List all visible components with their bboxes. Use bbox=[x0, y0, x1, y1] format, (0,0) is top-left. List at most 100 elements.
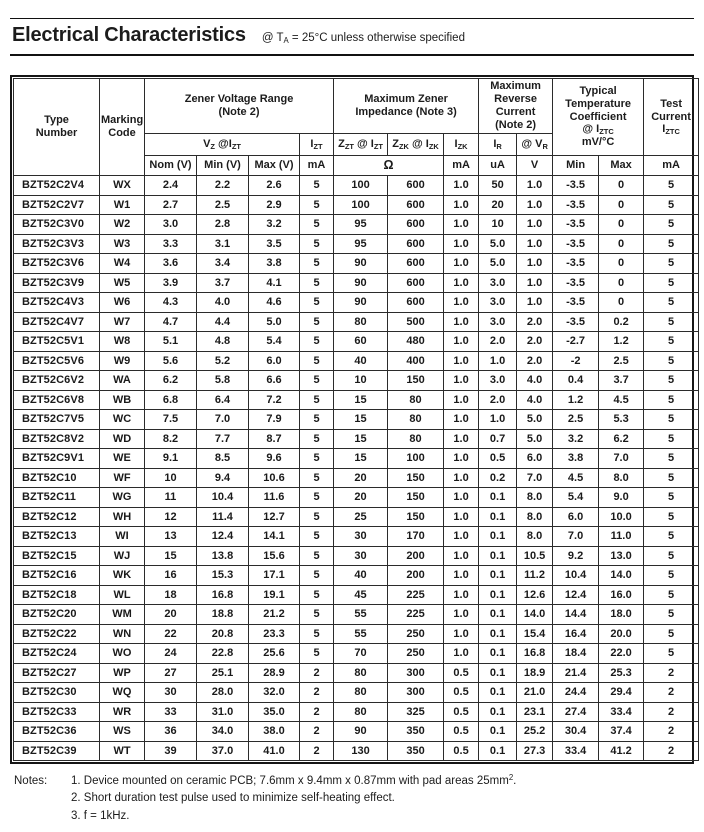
cell-value: 600 bbox=[387, 253, 445, 274]
table-row: BZT52C4V7 W7 4.7 4.4 5.0 5 80 500 1.0 3.0 2.0 -3.5 0… bbox=[13, 311, 700, 332]
cell-value: 5 bbox=[643, 370, 700, 391]
cell-value: 16.8 bbox=[516, 643, 554, 664]
cell-value: 600 bbox=[387, 233, 445, 254]
cell-value: 8.2 bbox=[144, 428, 197, 449]
cell-value: 45 bbox=[333, 584, 389, 605]
cell-value: 1.0 bbox=[478, 350, 518, 371]
col-header-zzk-at-izk: ZZK @ IZK bbox=[387, 133, 445, 156]
cell-value: WK bbox=[99, 565, 145, 586]
table-row: BZT52C20 WM 20 18.8 21.2 5 55 225 1.0 0.1 14.0 14.4… bbox=[13, 604, 700, 625]
cell-value: 1.0 bbox=[516, 194, 554, 215]
cell-value: -2.7 bbox=[552, 331, 600, 352]
cell-value: 1.0 bbox=[443, 467, 480, 488]
cell-value: 5 bbox=[643, 409, 700, 430]
cell-value: 5 bbox=[643, 565, 700, 586]
cell-value: 50 bbox=[478, 175, 518, 196]
cell-value: 11.4 bbox=[196, 506, 249, 527]
cell-value: 0 bbox=[598, 194, 645, 215]
cell-value: 0.2 bbox=[478, 467, 518, 488]
cell-value: 5 bbox=[643, 526, 700, 547]
cell-value: 13.8 bbox=[196, 545, 249, 566]
cell-value: 200 bbox=[387, 565, 445, 586]
cell-value: W8 bbox=[99, 331, 145, 352]
cell-value: 5 bbox=[298, 448, 335, 469]
cell-value: 4.5 bbox=[598, 389, 645, 410]
cell-value: 5.0 bbox=[516, 409, 554, 430]
cell-value: 600 bbox=[387, 194, 445, 215]
cell-value: 2 bbox=[643, 740, 700, 761]
cell-value: 350 bbox=[387, 740, 445, 761]
cell-value: 20 bbox=[144, 604, 197, 625]
cell-value: 14.1 bbox=[248, 526, 300, 547]
cell-value: 2.0 bbox=[516, 311, 554, 332]
cell-value: -3.5 bbox=[552, 233, 600, 254]
col-header-vz-at-izt: VZ @IZT bbox=[144, 133, 300, 156]
cell-value: WH bbox=[99, 506, 145, 527]
cell-value: 4.0 bbox=[196, 292, 249, 313]
cell-value: 130 bbox=[333, 740, 389, 761]
cell-value: 300 bbox=[387, 682, 445, 703]
cell-type-number: BZT52C3V6 bbox=[13, 253, 100, 274]
cell-value: WB bbox=[99, 389, 145, 410]
cell-value: 5.0 bbox=[516, 428, 554, 449]
cell-value: 1.0 bbox=[478, 409, 518, 430]
cell-value: 2.8 bbox=[196, 214, 249, 235]
notes-list: 1. Device mounted on ceramic PCB; 7.6mm … bbox=[57, 773, 516, 825]
cell-value: 5 bbox=[298, 584, 335, 605]
cell-value: 100 bbox=[333, 175, 389, 196]
cell-value: 33 bbox=[144, 701, 197, 722]
col-header-zzt-at-izt: ZZT @ IZT bbox=[333, 133, 389, 156]
test-condition-text: @ TA = 25°C unless otherwise specified bbox=[261, 32, 465, 45]
cell-value: 12.4 bbox=[552, 584, 600, 605]
cell-value: 10.0 bbox=[598, 506, 645, 527]
cell-value: WI bbox=[99, 526, 145, 547]
cell-type-number: BZT52C9V1 bbox=[13, 448, 100, 469]
table-row: BZT52C15 WJ 15 13.8 15.6 5 30 200 1.0 0.1 10.5 9.2 1… bbox=[13, 545, 700, 566]
cell-value: 2.5 bbox=[196, 194, 249, 215]
cell-value: W4 bbox=[99, 253, 145, 274]
cell-value: 400 bbox=[387, 350, 445, 371]
cell-value: 30 bbox=[333, 545, 389, 566]
datasheet-page: Electrical Characteristics @ TA = 25°C u… bbox=[0, 18, 704, 825]
cell-value: 5 bbox=[643, 214, 700, 235]
cell-type-number: BZT52C8V2 bbox=[13, 428, 100, 449]
cell-value: 5 bbox=[643, 584, 700, 605]
cell-value: 300 bbox=[387, 662, 445, 683]
cell-value: W2 bbox=[99, 214, 145, 235]
col-header-nom-v: Nom (V) bbox=[144, 155, 197, 176]
cell-value: 80 bbox=[387, 409, 445, 430]
cell-value: 0 bbox=[598, 272, 645, 293]
col-header-izk: IZK bbox=[443, 133, 480, 156]
header-row-groups: Type Number Marking Code Zener Voltage R… bbox=[13, 78, 700, 176]
cell-value: WL bbox=[99, 584, 145, 605]
cell-value: 37.0 bbox=[196, 740, 249, 761]
cell-value: -2 bbox=[552, 350, 600, 371]
table-row: BZT52C16 WK 16 15.3 17.1 5 40 200 1.0 0.1 11.2 10.4… bbox=[13, 565, 700, 586]
cell-value: 0.5 bbox=[443, 682, 480, 703]
cell-value: 18 bbox=[144, 584, 197, 605]
cell-value: 10 bbox=[333, 370, 389, 391]
cell-value: 2 bbox=[643, 701, 700, 722]
table-row: BZT52C3V6 W4 3.6 3.4 3.8 5 90 600 1.0 5.0 1.0 -3.5 0… bbox=[13, 253, 700, 274]
cell-value: 15 bbox=[333, 409, 389, 430]
cell-value: 15 bbox=[333, 428, 389, 449]
cell-value: 0.2 bbox=[598, 311, 645, 332]
cell-value: 55 bbox=[333, 623, 389, 644]
cell-value: 0 bbox=[598, 292, 645, 313]
cell-value: 1.0 bbox=[443, 194, 480, 215]
cell-value: WT bbox=[99, 740, 145, 761]
cell-value: 0.5 bbox=[443, 662, 480, 683]
cell-value: 24 bbox=[144, 643, 197, 664]
cell-value: 90 bbox=[333, 292, 389, 313]
cell-value: 6.2 bbox=[598, 428, 645, 449]
cell-value: 1.0 bbox=[443, 233, 480, 254]
cell-value: 5 bbox=[298, 194, 335, 215]
cell-value: 25.2 bbox=[516, 721, 554, 742]
cell-value: 5 bbox=[643, 233, 700, 254]
cell-value: 600 bbox=[387, 272, 445, 293]
cell-value: 100 bbox=[387, 448, 445, 469]
cell-value: 5.3 bbox=[598, 409, 645, 430]
cell-type-number: BZT52C5V6 bbox=[13, 350, 100, 371]
cell-value: 600 bbox=[387, 214, 445, 235]
cell-value: WE bbox=[99, 448, 145, 469]
